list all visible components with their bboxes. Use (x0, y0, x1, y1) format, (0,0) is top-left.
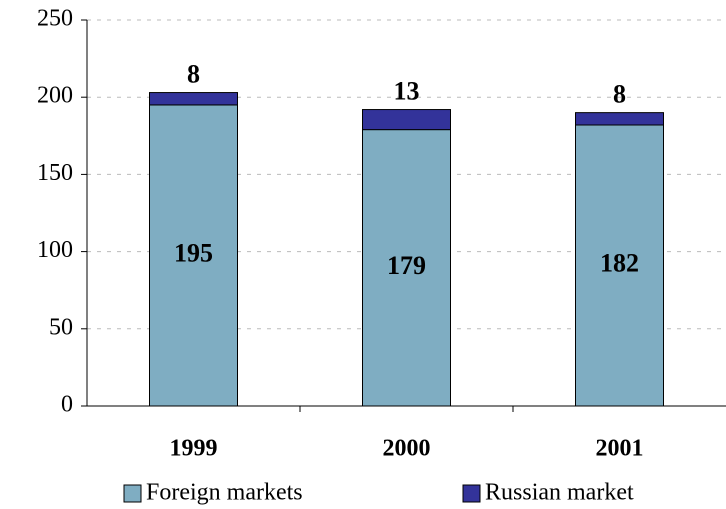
y-tick-label: 200 (37, 83, 73, 109)
data-label: 195 (174, 238, 213, 267)
data-label: 182 (600, 248, 639, 277)
bar-segment (149, 92, 238, 106)
data-label: 8 (187, 60, 200, 89)
bar-segment (149, 104, 238, 407)
data-label: 13 (394, 77, 420, 106)
y-tick-label: 50 (49, 314, 73, 340)
data-label: 179 (387, 251, 426, 280)
legend-swatch (462, 484, 481, 503)
x-tick-label: 2000 (383, 436, 431, 462)
data-label: 8 (613, 80, 626, 109)
bar-segment (362, 109, 451, 131)
legend-label: Foreign markets (146, 480, 303, 506)
y-tick-label: 100 (37, 237, 73, 263)
bar-segment (575, 112, 664, 126)
legend-label: Russian market (485, 480, 634, 506)
y-tick-label: 150 (37, 160, 73, 186)
y-tick-label: 0 (61, 392, 73, 418)
bar-segment (575, 124, 664, 407)
x-tick-label: 2001 (596, 436, 644, 462)
bar-segment (362, 129, 451, 407)
legend-swatch (123, 484, 142, 503)
y-tick-label: 250 (37, 6, 73, 32)
x-tick-label: 1999 (170, 436, 218, 462)
